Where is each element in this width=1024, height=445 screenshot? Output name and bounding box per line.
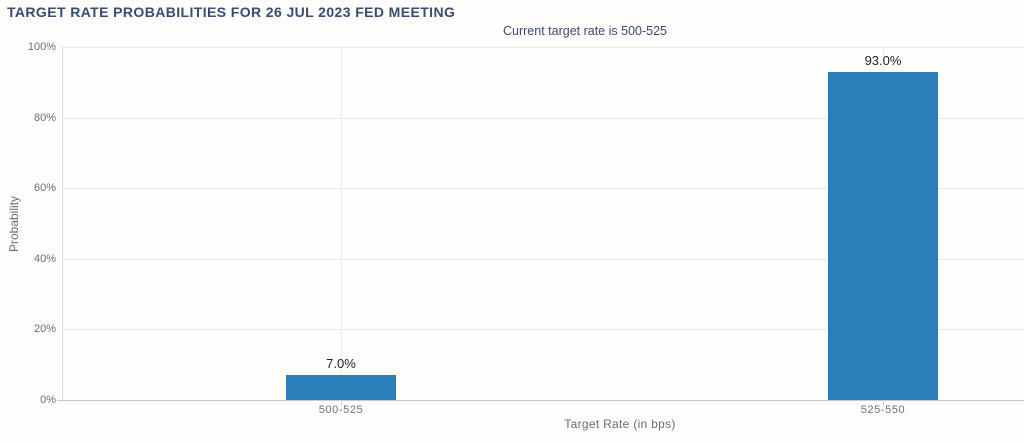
chart-title: TARGET RATE PROBABILITIES FOR 26 JUL 202…	[7, 4, 456, 20]
bar-value-label: 7.0%	[326, 356, 356, 372]
bar-value-label: 93.0%	[864, 52, 902, 68]
y-tick-label: 0%	[40, 394, 56, 406]
x-axis-line	[57, 400, 1024, 401]
x-axis-title: Target Rate (in bps)	[564, 417, 676, 431]
y-tick-label: 100%	[27, 41, 56, 53]
y-gridline	[62, 188, 1024, 189]
chart-subtitle: Current target rate is 500-525	[503, 24, 667, 38]
y-tick-label: 60%	[33, 182, 56, 194]
y-gridline	[62, 47, 1024, 48]
y-axis-title: Probability	[7, 195, 21, 253]
bar-525-550[interactable]	[828, 71, 938, 400]
x-category-label: 500-525	[318, 404, 364, 416]
y-gridline	[62, 259, 1024, 260]
y-tick-label: 20%	[33, 323, 56, 335]
y-axis-line	[62, 47, 63, 400]
y-tick-label: 40%	[33, 253, 56, 265]
x-category-label: 525-550	[860, 404, 906, 416]
y-tick-label: 80%	[33, 112, 56, 124]
x-tick-mark	[341, 400, 342, 406]
x-tick-mark	[883, 400, 884, 406]
y-gridline	[62, 118, 1024, 119]
y-gridline	[62, 329, 1024, 330]
bar-500-525[interactable]	[286, 375, 396, 400]
x-gridline	[341, 47, 342, 400]
